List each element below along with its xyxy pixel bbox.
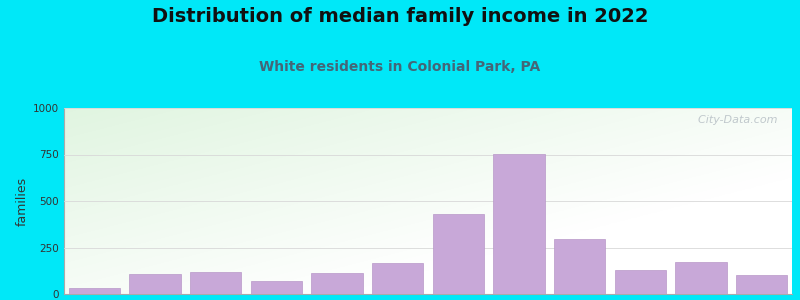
Bar [494, 154, 545, 294]
Bar [69, 288, 120, 294]
Bar [614, 270, 666, 294]
Bar [311, 273, 362, 294]
Bar [736, 275, 787, 294]
Bar [372, 263, 423, 294]
Bar [250, 281, 302, 294]
Text: White residents in Colonial Park, PA: White residents in Colonial Park, PA [259, 60, 541, 74]
Y-axis label: families: families [16, 176, 29, 226]
Bar [130, 274, 181, 294]
Text: Distribution of median family income in 2022: Distribution of median family income in … [152, 8, 648, 26]
Bar [433, 214, 484, 294]
Bar [675, 262, 726, 294]
Bar [190, 272, 242, 294]
Text: City-Data.com: City-Data.com [691, 116, 778, 125]
Bar [554, 239, 606, 294]
